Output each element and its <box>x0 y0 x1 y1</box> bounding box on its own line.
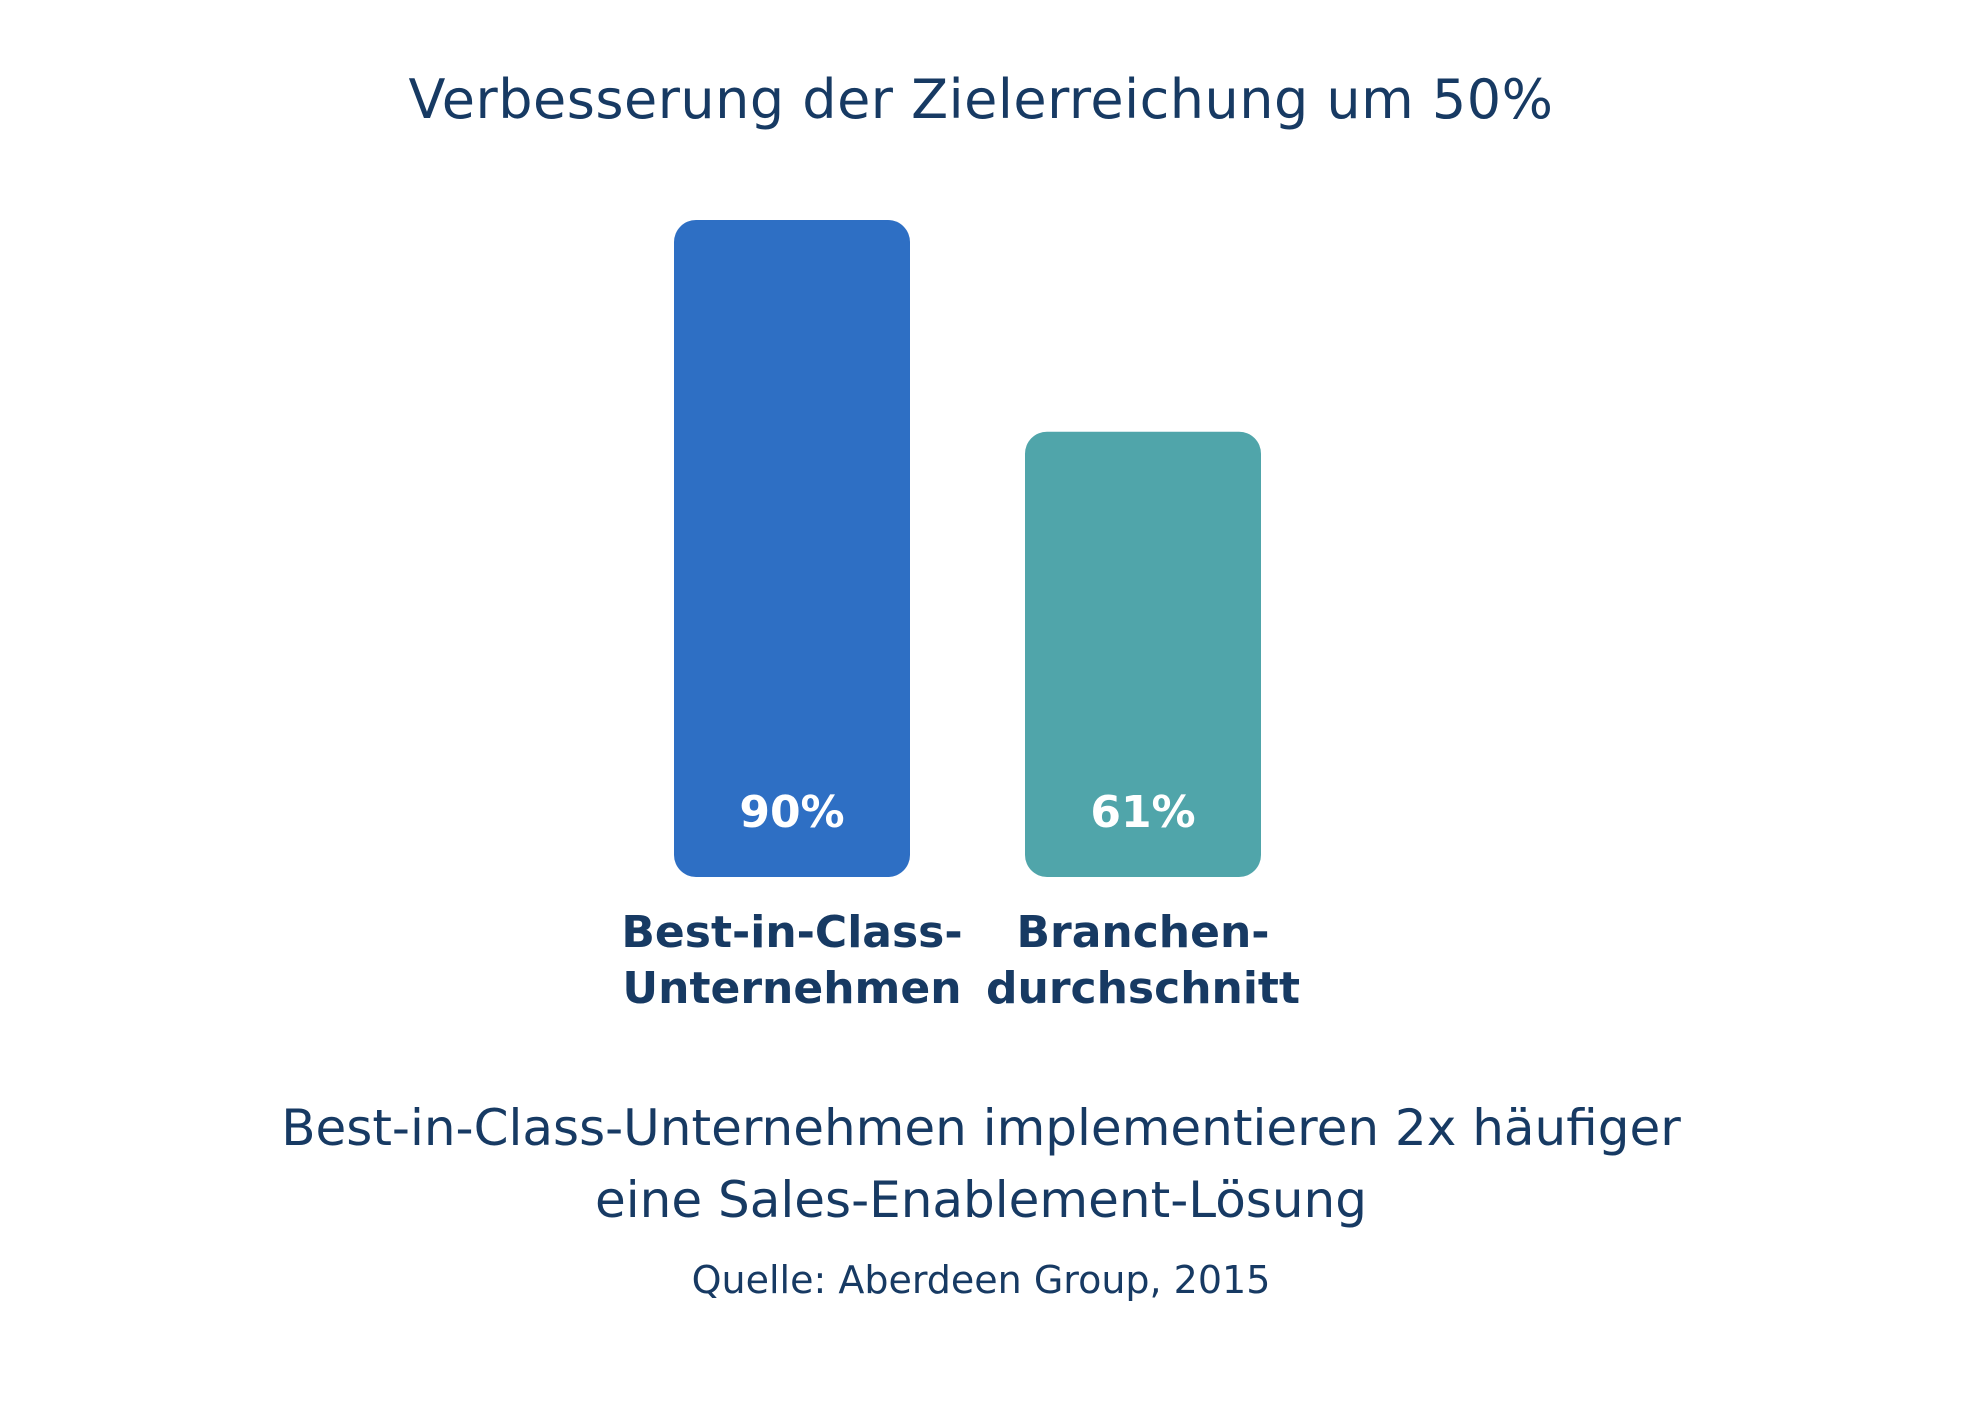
chart-subtitle: Best-in-Class-Unternehmen implementieren… <box>0 1092 1962 1236</box>
bar-chart: 90% Best-in-Class-Unternehmen 61% Branchen-… <box>621 220 1300 1014</box>
bar-value-label-1: 90% <box>739 787 844 838</box>
category-label-1-line-1: Best-in-Class- <box>621 907 962 958</box>
subtitle-line-2: eine Sales-Enablement-Lösung <box>595 1171 1367 1229</box>
bar-2 <box>1025 431 1261 877</box>
category-label-2-line-2: durchschnitt <box>986 963 1300 1014</box>
source-note: Quelle: Aberdeen Group, 2015 <box>691 1258 1271 1302</box>
category-label-2-line-1: Branchen- <box>1016 907 1269 958</box>
bar-value-label-2: 61% <box>1090 787 1195 838</box>
subtitle-line-1: Best-in-Class-Unternehmen implementieren… <box>281 1099 1681 1157</box>
bar-1 <box>674 220 910 877</box>
category-label-1-line-2: Unternehmen <box>622 963 961 1014</box>
chart-title: Verbesserung der Zielerreichung um 50% <box>408 68 1554 131</box>
